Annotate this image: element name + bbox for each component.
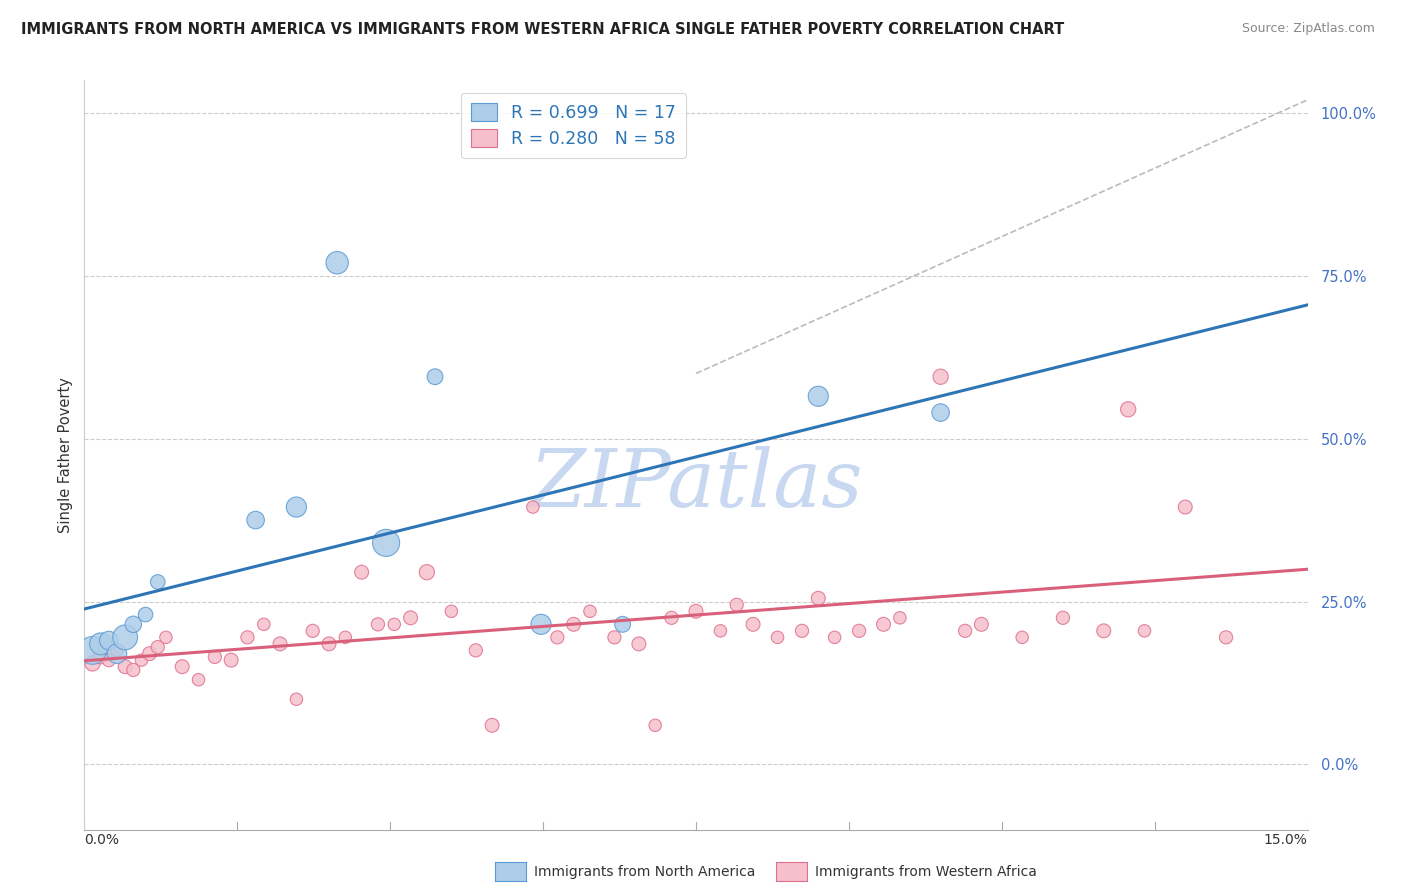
Point (807, 591, 830, 606)
Text: Source: ZipAtlas.com: Source: ZipAtlas.com (1241, 22, 1375, 36)
Point (301, 624, 323, 638)
Point (627, 637, 650, 651)
Point (114, 631, 136, 645)
Point (848, 624, 870, 638)
Point (1011, 631, 1033, 645)
Point (790, 624, 813, 638)
Point (725, 598, 748, 612)
Point (807, 389, 830, 403)
Point (579, 604, 602, 618)
Text: Immigrants from North America: Immigrants from North America (534, 865, 755, 880)
Point (367, 617, 389, 632)
Point (562, 617, 585, 632)
Point (187, 673, 209, 687)
Point (90, 637, 112, 651)
Point (114, 659, 136, 673)
Point (245, 513, 267, 527)
Point (138, 647, 160, 661)
Point (90, 649, 112, 664)
Point (953, 624, 976, 638)
Point (269, 637, 291, 651)
Text: Immigrants from Western Africa: Immigrants from Western Africa (815, 865, 1038, 880)
Point (889, 611, 911, 625)
Point (172, 659, 194, 673)
Point (146, 574, 169, 589)
Point (1052, 611, 1074, 625)
Point (742, 617, 765, 632)
Point (423, 369, 446, 384)
Point (661, 611, 683, 625)
Point (709, 624, 731, 638)
Point (82, 657, 104, 671)
Point (546, 631, 568, 645)
Point (399, 611, 422, 625)
Point (105, 643, 128, 657)
Point (612, 617, 634, 632)
Point (131, 653, 153, 667)
Point (929, 406, 952, 420)
Point (326, 256, 349, 270)
Point (97, 633, 120, 648)
Point (1215, 631, 1237, 645)
Point (824, 631, 846, 645)
Legend: R = 0.699   N = 17, R = 0.280   N = 58: R = 0.699 N = 17, R = 0.280 N = 58 (461, 93, 686, 158)
Text: ZIPatlas: ZIPatlas (529, 446, 863, 524)
Point (335, 631, 357, 645)
Text: 0.0%: 0.0% (84, 833, 120, 847)
Point (1092, 624, 1115, 638)
Point (481, 718, 503, 732)
Point (318, 637, 340, 651)
Point (375, 536, 398, 550)
Y-axis label: Single Father Poverty: Single Father Poverty (58, 377, 73, 533)
Point (685, 604, 707, 618)
Point (285, 692, 308, 706)
Point (416, 565, 439, 579)
Point (644, 718, 666, 732)
Point (97, 653, 120, 667)
Text: 15.0%: 15.0% (1264, 833, 1308, 847)
Point (146, 640, 169, 654)
Point (236, 631, 259, 645)
Point (204, 649, 226, 664)
Point (440, 604, 463, 618)
Point (253, 617, 276, 632)
Point (872, 617, 894, 632)
Point (766, 631, 789, 645)
Point (285, 500, 308, 514)
Point (464, 643, 486, 657)
Point (382, 617, 405, 632)
Point (1116, 402, 1139, 417)
Point (350, 565, 373, 579)
Point (1133, 624, 1156, 638)
Point (970, 617, 993, 632)
Point (603, 631, 626, 645)
Point (929, 369, 952, 384)
Point (82, 643, 104, 657)
Point (122, 617, 145, 632)
Point (1174, 500, 1197, 514)
Point (219, 653, 242, 667)
Point (135, 607, 157, 622)
Point (522, 500, 544, 514)
Text: IMMIGRANTS FROM NORTH AMERICA VS IMMIGRANTS FROM WESTERN AFRICA SINGLE FATHER PO: IMMIGRANTS FROM NORTH AMERICA VS IMMIGRA… (21, 22, 1064, 37)
Point (155, 631, 177, 645)
Point (105, 647, 128, 661)
Point (122, 663, 145, 677)
Point (530, 617, 553, 632)
